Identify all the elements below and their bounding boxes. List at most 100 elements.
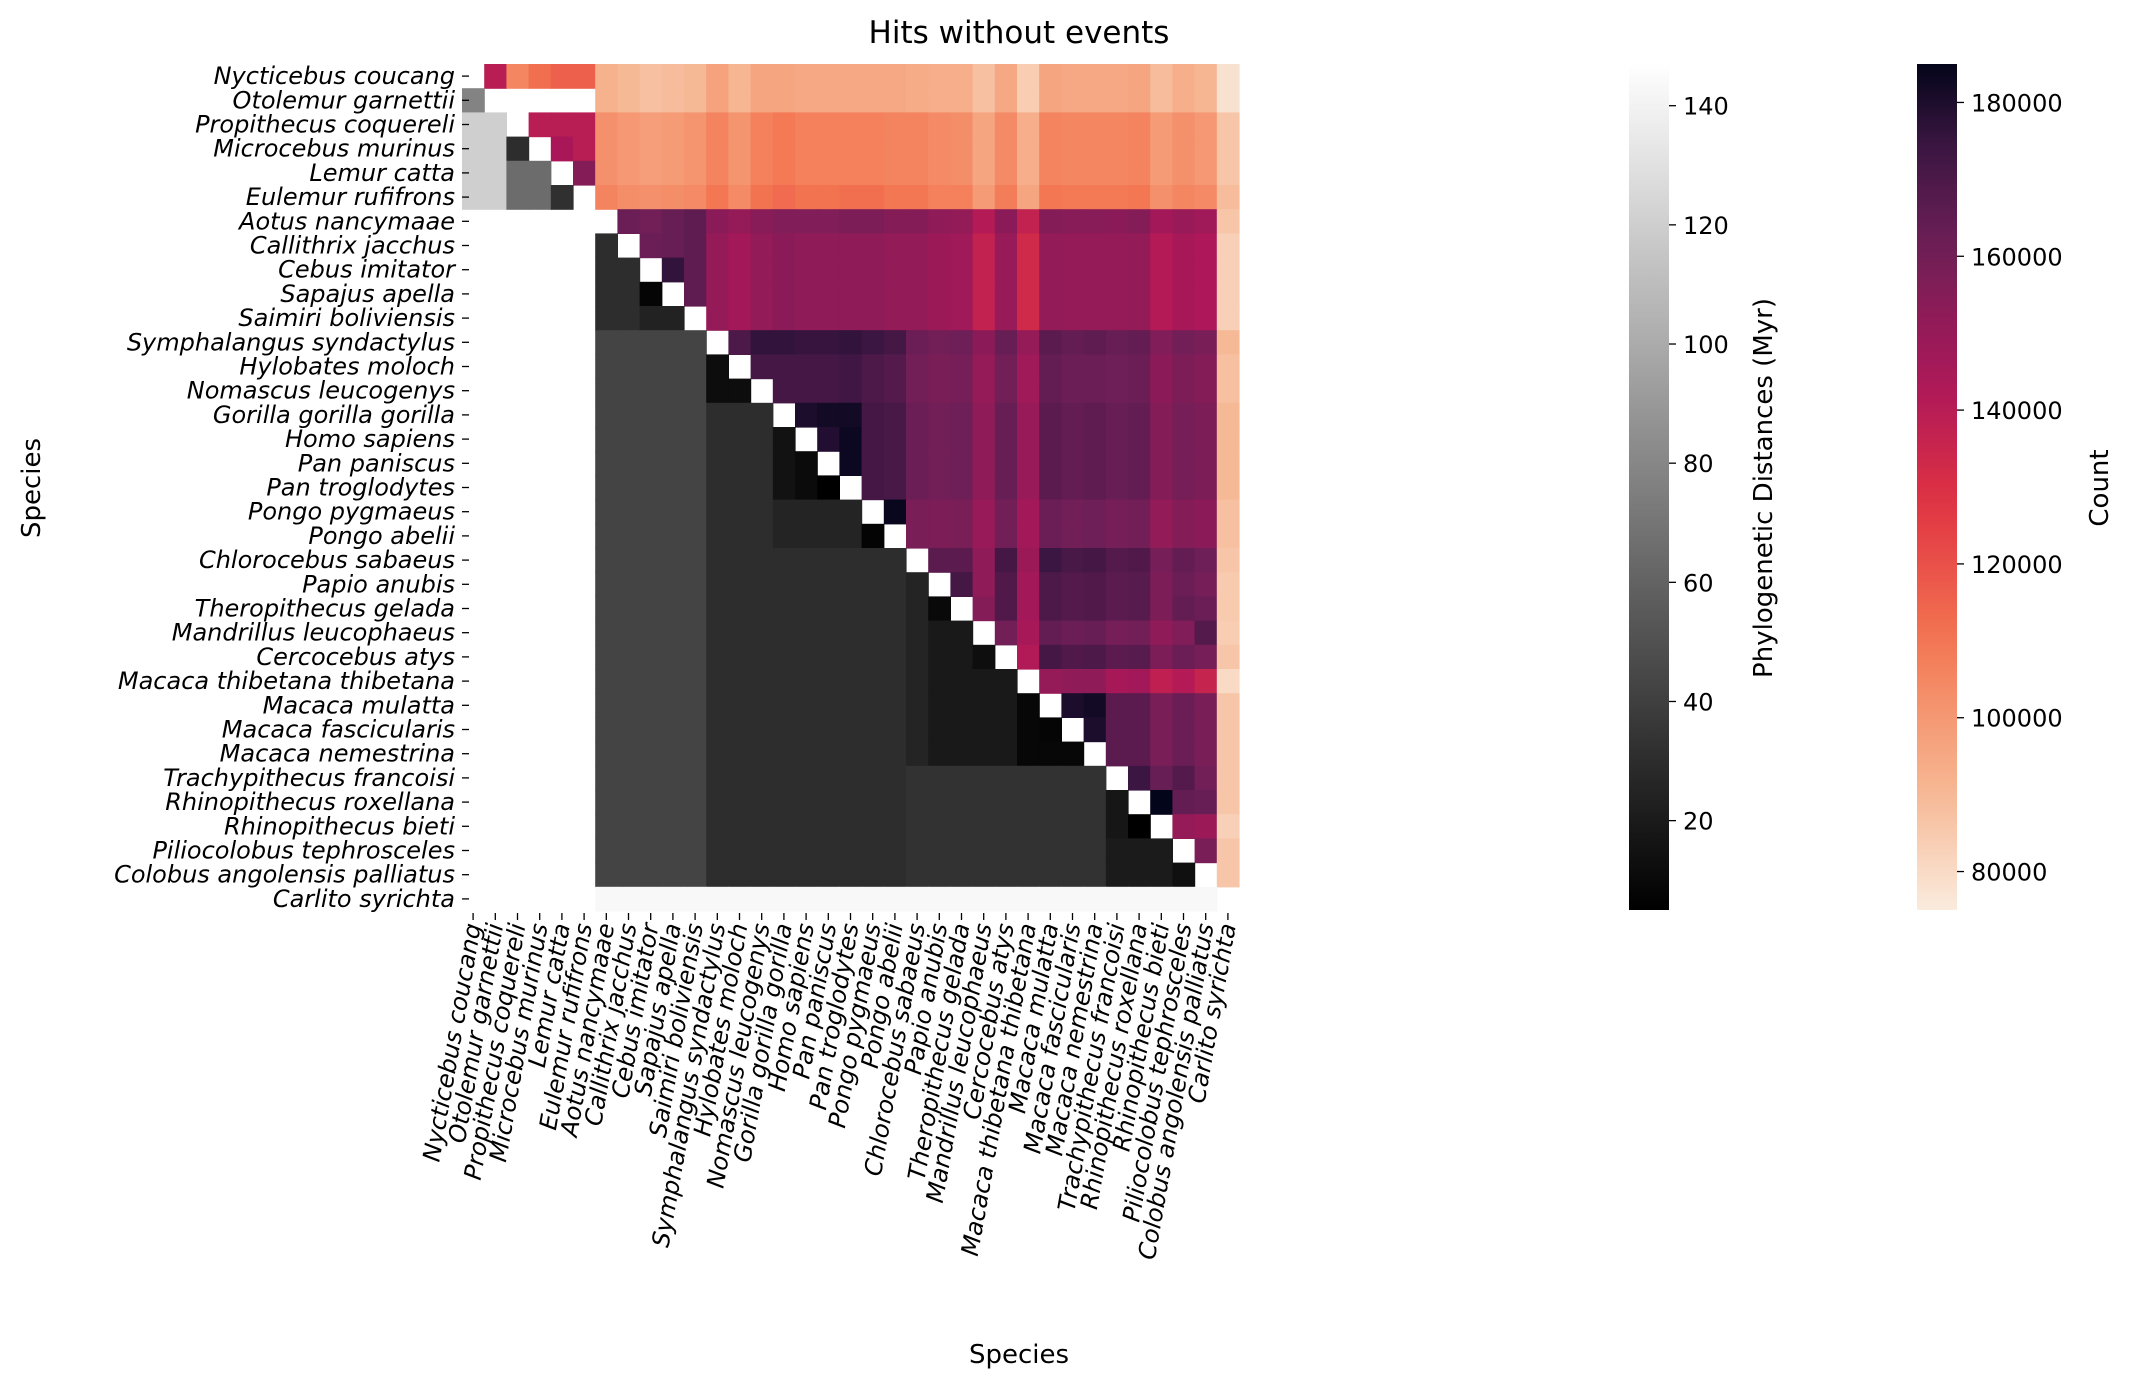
heatmap-cell-count xyxy=(817,88,840,113)
heatmap-cell-count xyxy=(1194,185,1218,210)
heatmap-cell-distance xyxy=(661,427,685,452)
heatmap-cell-distance xyxy=(1017,693,1040,718)
heatmap-cell-count xyxy=(1194,427,1218,452)
heatmap-cell-distance xyxy=(994,814,1018,839)
heatmap-cell-count xyxy=(1194,765,1218,791)
heatmap-cell-count xyxy=(595,160,618,186)
heatmap-cell-count xyxy=(1150,233,1173,259)
heatmap-cell-count xyxy=(1128,402,1151,428)
heatmap-cell-count xyxy=(1172,717,1196,743)
heatmap-cell-distance xyxy=(706,814,729,839)
heatmap-cell-count xyxy=(994,209,1018,234)
heatmap-cell-count xyxy=(883,402,907,428)
heatmap-cell-count xyxy=(1061,88,1085,113)
heatmap-cell-distance xyxy=(639,886,663,912)
heatmap-cell-count xyxy=(1172,281,1196,307)
heatmap-cell-distance xyxy=(861,572,885,597)
heatmap-cell-count xyxy=(795,64,818,89)
y-tick-label: Microcebus murinus xyxy=(213,135,455,163)
heatmap-cell-distance xyxy=(462,185,485,210)
colorbar-tick-label: 180000 xyxy=(1971,89,2063,117)
heatmap-cell-distance xyxy=(595,475,618,501)
heatmap-cell-count xyxy=(795,160,818,186)
heatmap-cell-distance xyxy=(1105,790,1129,815)
heatmap-cell-count xyxy=(1083,693,1107,718)
heatmap-cell-count xyxy=(1017,548,1040,573)
heatmap-cell-distance xyxy=(883,596,907,622)
heatmap-cell-count xyxy=(1017,620,1040,646)
heatmap-cell-distance xyxy=(839,814,863,839)
heatmap-cell-distance xyxy=(506,160,530,186)
heatmap-cell-count xyxy=(772,185,796,210)
heatmap-cell-count xyxy=(839,88,863,113)
y-tick-label: Cercocebus atys xyxy=(256,643,455,671)
heatmap-cell-distance xyxy=(906,669,929,694)
heatmap-cell-distance xyxy=(839,765,863,791)
heatmap-cell-distance xyxy=(1172,862,1196,888)
heatmap-cell-count xyxy=(1150,475,1173,501)
heatmap-cell-count xyxy=(1017,257,1040,283)
heatmap-cell-count xyxy=(839,354,863,380)
heatmap-cell-count xyxy=(1150,596,1173,622)
heatmap-cell-count xyxy=(1017,64,1040,89)
heatmap-cell-distance xyxy=(795,572,818,597)
heatmap-cell-distance xyxy=(661,838,685,864)
heatmap-cell-count xyxy=(772,330,796,355)
y-tick-label: Mandrillus leucophaeus xyxy=(172,619,455,647)
heatmap-cell-count xyxy=(950,451,974,476)
heatmap-cell-distance xyxy=(750,838,774,864)
heatmap-cell-distance xyxy=(661,693,685,718)
heatmap-cell-distance xyxy=(750,693,774,718)
heatmap-cell-count xyxy=(1105,233,1129,259)
heatmap-cell-distance xyxy=(1017,790,1040,815)
heatmap-cell-count xyxy=(950,523,974,549)
heatmap-cell-distance xyxy=(639,427,663,452)
heatmap-cell-distance xyxy=(950,620,974,646)
heatmap-cell-distance xyxy=(861,790,885,815)
heatmap-cell-count xyxy=(617,64,641,89)
heatmap-cell-distance xyxy=(1061,886,1085,912)
heatmap-cell-count xyxy=(972,306,996,331)
heatmap-cell-count xyxy=(906,354,929,380)
heatmap-cell-count xyxy=(528,112,552,138)
heatmap-cell-count xyxy=(1172,499,1196,525)
heatmap-cell-count xyxy=(1128,523,1151,549)
heatmap-cell-count xyxy=(1150,112,1173,138)
heatmap-cell-distance xyxy=(706,451,729,476)
heatmap-cell-distance xyxy=(617,523,641,549)
heatmap-cell-distance xyxy=(661,886,685,912)
heatmap-cell-distance xyxy=(1017,862,1040,888)
heatmap-cell-count xyxy=(1194,596,1218,622)
heatmap-cell-count xyxy=(1017,451,1040,476)
heatmap-cell-count xyxy=(817,427,840,452)
heatmap-cell-count xyxy=(1194,451,1218,476)
heatmap-cell-count xyxy=(1194,620,1218,646)
heatmap-cell-count xyxy=(950,475,974,501)
heatmap-cell-distance xyxy=(817,693,840,718)
heatmap-cell-count xyxy=(1172,475,1196,501)
heatmap-cell-distance xyxy=(595,620,618,646)
heatmap-cell-count xyxy=(1017,378,1040,404)
heatmap-cell-distance xyxy=(1128,886,1151,912)
heatmap-cell-count xyxy=(1017,596,1040,622)
heatmap-cell-count xyxy=(1083,136,1107,162)
heatmap-cell-count xyxy=(1216,814,1240,839)
heatmap-cell-distance xyxy=(928,693,951,718)
heatmap-cell-count xyxy=(928,136,951,162)
colorbar-count: 80000 100000 120000 140000 160000 180000 xyxy=(1917,64,2063,910)
heatmap-cell-count xyxy=(1128,475,1151,501)
heatmap-cell-count xyxy=(972,402,996,428)
heatmap-cell-distance xyxy=(1017,717,1040,743)
heatmap-cell-distance xyxy=(617,741,641,767)
heatmap-cell-count xyxy=(684,88,707,113)
heatmap-cell-distance xyxy=(706,693,729,718)
heatmap-cell-distance xyxy=(1061,790,1085,815)
heatmap-cell-count xyxy=(1061,378,1085,404)
heatmap-cell-count xyxy=(1150,790,1173,815)
heatmap-cell-distance xyxy=(972,741,996,767)
heatmap-cell-distance xyxy=(617,644,641,670)
heatmap-cell-count xyxy=(1150,572,1173,597)
heatmap-cell-count xyxy=(1172,160,1196,186)
heatmap-cell-distance xyxy=(861,717,885,743)
heatmap-cell-distance xyxy=(661,741,685,767)
